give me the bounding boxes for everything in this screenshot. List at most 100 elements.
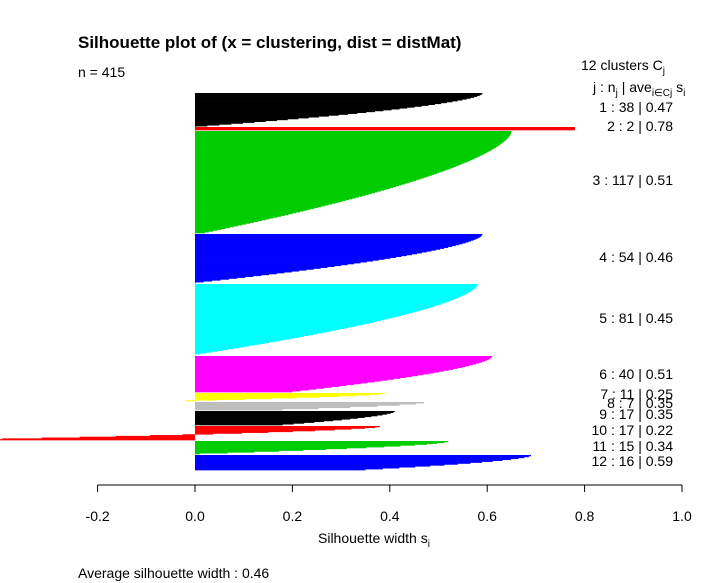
silhouette-bar xyxy=(195,312,409,315)
silhouette-bar xyxy=(195,172,437,175)
cluster-label-11: 11 : 15 | 0.34 xyxy=(593,438,674,454)
silhouette-bar xyxy=(195,352,207,354)
silhouette-bar xyxy=(195,432,242,434)
silhouette-bar xyxy=(195,351,212,353)
silhouette-bar xyxy=(195,147,495,149)
silhouette-bar xyxy=(195,165,456,168)
silhouette-bar xyxy=(195,330,332,332)
average-silhouette-width: Average silhouette width : 0.46 xyxy=(78,565,269,581)
silhouette-bar xyxy=(195,360,485,362)
cluster-4-bars xyxy=(195,234,483,284)
silhouette-bar xyxy=(195,268,314,270)
silhouette-bar xyxy=(195,342,265,344)
silhouette-bar xyxy=(195,175,430,177)
silhouette-bar xyxy=(195,164,461,166)
silhouette-bar xyxy=(195,196,359,198)
silhouette-bar xyxy=(195,276,246,278)
cluster-2-bars xyxy=(195,127,575,131)
silhouette-bar xyxy=(195,215,282,217)
silhouette-bar xyxy=(195,406,351,409)
silhouette-bar xyxy=(195,252,422,254)
silhouette-bar xyxy=(195,371,440,373)
silhouette-bar xyxy=(195,213,289,216)
silhouette-bar xyxy=(195,155,480,157)
silhouette-bar xyxy=(195,340,275,343)
silhouette-bar xyxy=(195,356,492,359)
silhouette-bar xyxy=(195,445,401,447)
x-axis: -0.2 0.0 0.2 0.4 0.6 0.8 1.0 xyxy=(86,484,692,524)
silhouette-bar xyxy=(195,375,413,378)
silhouette-bar xyxy=(195,468,383,470)
silhouette-bar xyxy=(195,183,405,185)
cluster-label-10: 10 : 17 | 0.22 xyxy=(592,422,674,438)
silhouette-bar xyxy=(195,93,482,96)
cluster-label-12: 12 : 16 | 0.59 xyxy=(592,453,674,469)
silhouette-bar xyxy=(195,447,367,449)
clusters-header: 12 clusters Cj xyxy=(581,57,665,77)
silhouette-bar xyxy=(195,141,504,143)
silhouette-bar xyxy=(195,234,482,237)
silhouette-bar xyxy=(195,254,407,257)
silhouette-bars xyxy=(0,93,575,471)
silhouette-bar xyxy=(195,333,318,335)
silhouette-bar xyxy=(195,94,480,97)
silhouette-bar xyxy=(195,345,250,347)
silhouette-bar xyxy=(195,290,472,292)
silhouette-bar xyxy=(195,149,492,151)
silhouette-bar xyxy=(195,420,334,422)
silhouette-bar xyxy=(185,400,195,402)
silhouette-bar xyxy=(195,191,378,193)
silhouette-bar xyxy=(195,205,322,208)
silhouette-bar xyxy=(195,232,205,234)
silhouette-bar xyxy=(195,261,367,263)
silhouette-bar xyxy=(195,358,489,360)
silhouette-bar xyxy=(195,288,475,290)
silhouette-bar xyxy=(195,271,292,273)
cluster-label-6: 6 : 40 | 0.51 xyxy=(599,366,673,382)
silhouette-bar xyxy=(195,322,369,324)
cluster-10-bars xyxy=(0,426,381,441)
silhouette-bar xyxy=(195,136,509,138)
silhouette-bar xyxy=(195,452,228,454)
silhouette-bar xyxy=(195,229,218,231)
silhouette-bar xyxy=(195,292,468,294)
silhouette-bar xyxy=(195,296,461,298)
silhouette-bar xyxy=(195,150,491,152)
silhouette-bar xyxy=(195,134,511,136)
cluster-5-bars xyxy=(195,284,478,356)
silhouette-bar xyxy=(195,294,464,296)
silhouette-bar xyxy=(195,266,328,268)
silhouette-bar xyxy=(195,245,453,248)
silhouette-bar xyxy=(195,192,372,195)
silhouette-bar xyxy=(195,298,454,301)
silhouette-bar xyxy=(195,403,416,405)
silhouette-bar xyxy=(195,249,436,251)
silhouette-bar xyxy=(195,219,266,221)
silhouette-bar xyxy=(195,343,260,345)
silhouette-bar xyxy=(195,193,369,195)
silhouette-bar xyxy=(195,137,508,140)
silhouette-bar xyxy=(195,394,370,396)
silhouette-bar xyxy=(195,341,270,344)
silhouette-bar xyxy=(195,143,502,145)
silhouette-bar xyxy=(195,171,440,174)
x-tick-label: 0.8 xyxy=(575,508,595,524)
silhouette-bar xyxy=(195,102,442,105)
silhouette-bar xyxy=(195,370,445,372)
silhouette-bar xyxy=(195,278,229,280)
silhouette-bar xyxy=(195,221,254,223)
silhouette-bar xyxy=(195,455,529,458)
silhouette-bar xyxy=(195,324,361,326)
silhouette-bar xyxy=(195,168,449,170)
silhouette-bar xyxy=(195,344,255,346)
silhouette-bar xyxy=(195,93,483,95)
silhouette-bar xyxy=(195,424,283,426)
silhouette-bar xyxy=(195,162,465,164)
silhouette-bar xyxy=(195,167,452,169)
silhouette-bar xyxy=(195,198,353,200)
cluster-label-5: 5 : 81 | 0.45 xyxy=(599,310,673,326)
silhouette-bar xyxy=(195,125,208,127)
silhouette-bar xyxy=(195,433,214,435)
silhouette-bar xyxy=(195,214,285,216)
silhouette-bar xyxy=(195,374,424,376)
